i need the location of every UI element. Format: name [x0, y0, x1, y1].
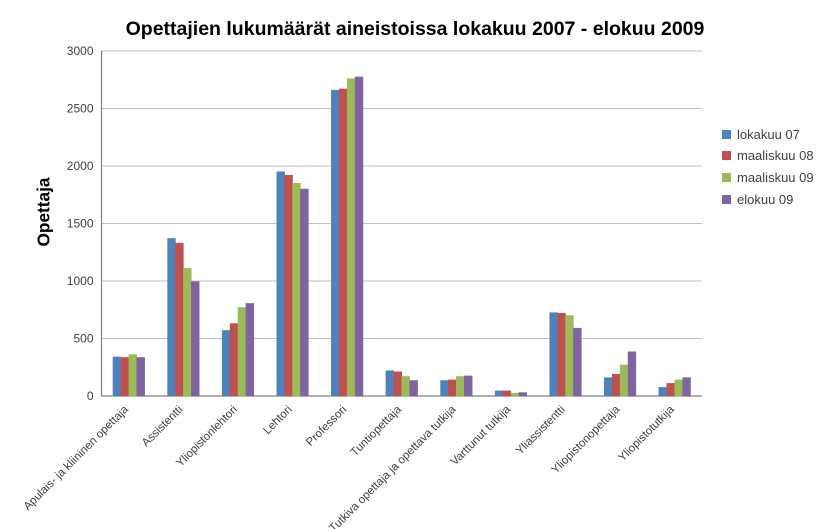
- svg-text:1000: 1000: [67, 274, 94, 288]
- svg-text:2500: 2500: [67, 102, 94, 116]
- svg-text:Apulais- ja kliininen opettaja: Apulais- ja kliininen opettaja: [22, 403, 132, 513]
- svg-text:Yliopistonlehtori: Yliopistonlehtori: [174, 404, 240, 470]
- svg-text:3000: 3000: [67, 44, 94, 58]
- svg-text:Yliassistentti: Yliassistentti: [514, 404, 568, 458]
- svg-text:Yliopistotutkija: Yliopistotutkija: [616, 403, 677, 464]
- svg-text:Lehtori: Lehtori: [261, 404, 294, 437]
- svg-text:1500: 1500: [67, 217, 94, 231]
- svg-text:2000: 2000: [67, 159, 94, 173]
- svg-text:Tutkiva opettaja ja opettava t: Tutkiva opettaja ja opettava tutkija: [327, 403, 459, 529]
- svg-text:Yliopistonopettaja: Yliopistonopettaja: [550, 403, 623, 476]
- svg-text:0: 0: [87, 389, 94, 403]
- svg-text:Professori: Professori: [304, 404, 349, 449]
- svg-text:Assistentti: Assistentti: [140, 404, 186, 450]
- svg-text:Tuntiopettaja: Tuntiopettaja: [349, 403, 405, 459]
- svg-text:500: 500: [73, 332, 93, 346]
- svg-text:Varttunut tutkija: Varttunut tutkija: [449, 403, 514, 468]
